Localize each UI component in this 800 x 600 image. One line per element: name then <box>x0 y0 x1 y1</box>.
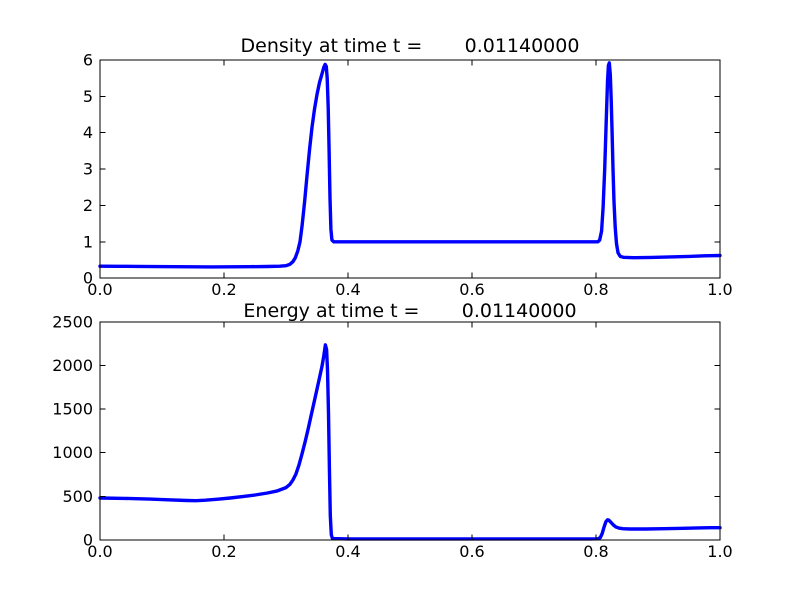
x-tick-label: 0.8 <box>583 280 608 299</box>
x-tick-label: 0.8 <box>583 542 608 561</box>
y-tick-label: 1000 <box>52 443 93 462</box>
x-tick-label: 0.2 <box>211 542 236 561</box>
x-tick-label: 0.2 <box>211 280 236 299</box>
y-tick-label: 5 <box>83 87 93 106</box>
plot-frame <box>99 321 721 541</box>
x-tick-label: 0.0 <box>87 280 112 299</box>
x-tick-label: 0.4 <box>335 280 360 299</box>
y-tick-label: 1 <box>83 232 93 251</box>
y-tick-label: 3 <box>83 160 93 179</box>
y-tick-label: 2500 <box>52 312 93 331</box>
energy-curve <box>98 343 722 541</box>
density-chart-title: Density at time t = 0.01140000 <box>240 35 580 57</box>
x-tick-label: 0.6 <box>459 542 484 561</box>
y-tick-label: 2 <box>83 196 93 215</box>
y-tick-label: 1500 <box>52 400 93 419</box>
y-tick-label: 0 <box>83 269 93 288</box>
y-tick-label: 4 <box>83 123 93 142</box>
y-tick-label: 6 <box>83 51 93 70</box>
y-tick-label: 500 <box>62 487 93 506</box>
energy-chart-title: Energy at time t = 0.01140000 <box>243 300 577 322</box>
density-curve <box>98 61 722 269</box>
y-tick-label: 2000 <box>52 356 93 375</box>
x-tick-label: 1.0 <box>707 280 732 299</box>
x-tick-label: 0.6 <box>459 280 484 299</box>
x-tick-label: 1.0 <box>707 542 732 561</box>
x-tick-label: 0.4 <box>335 542 360 561</box>
x-tick-label: 0.0 <box>87 542 112 561</box>
plot-frame <box>99 59 721 279</box>
y-tick-label: 0 <box>83 531 93 550</box>
